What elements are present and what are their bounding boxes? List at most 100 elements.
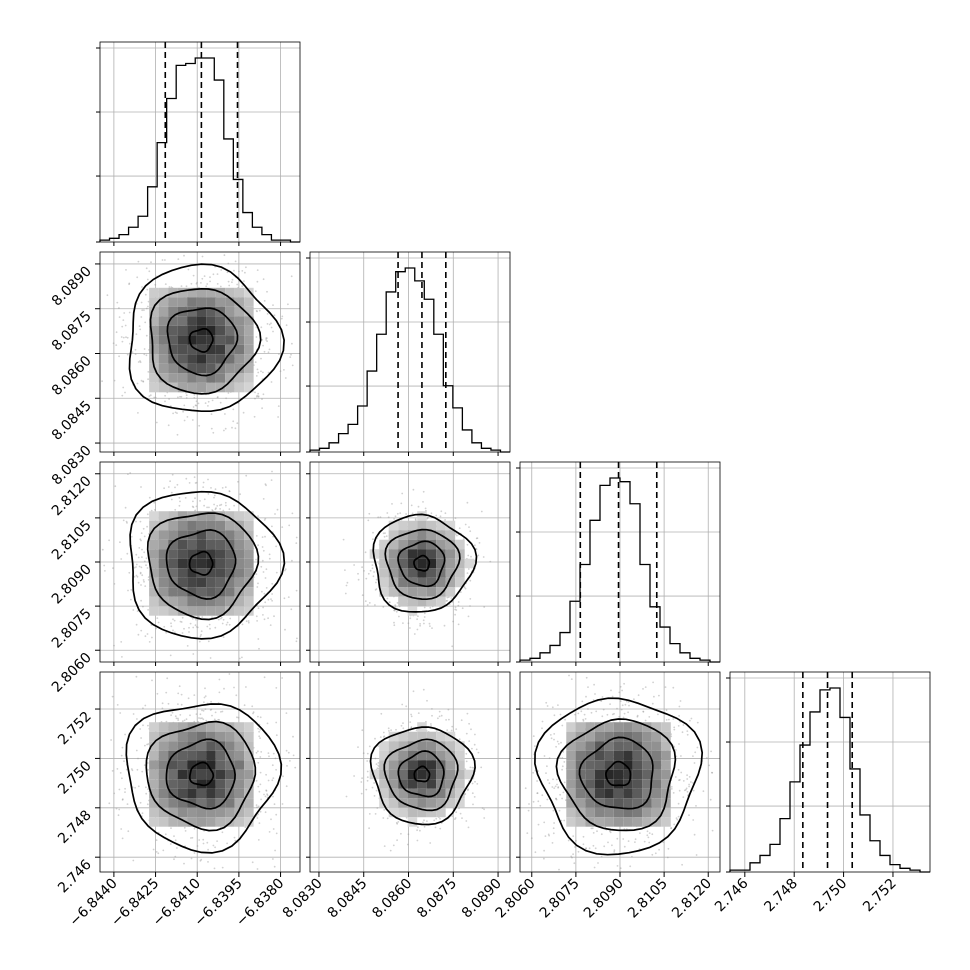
sample-point: [367, 572, 370, 575]
sample-point: [198, 839, 201, 841]
sample-point: [465, 820, 468, 822]
sample-point: [135, 675, 138, 678]
density-bin: [187, 373, 197, 383]
sample-point: [126, 353, 129, 356]
sample-point: [146, 762, 149, 764]
sample-point: [295, 536, 298, 539]
density-bin: [177, 731, 188, 742]
sample-point: [461, 607, 464, 610]
sample-point: [263, 519, 266, 521]
density-bin: [215, 769, 226, 780]
sample-point: [137, 412, 139, 414]
sample-point: [445, 600, 448, 602]
sample-point: [466, 572, 469, 574]
density-bin: [196, 297, 207, 307]
density-bin: [426, 596, 437, 607]
sample-point: [141, 574, 144, 577]
sample-point: [277, 405, 280, 407]
sample-point: [207, 400, 210, 403]
sample-point: [244, 826, 247, 829]
density-bin: [206, 596, 216, 607]
sample-point: [290, 608, 293, 611]
sample-point: [284, 628, 286, 631]
sample-point: [101, 380, 103, 383]
sample-point: [255, 779, 258, 782]
sample-point: [374, 589, 377, 591]
sample-point: [150, 509, 153, 512]
density-bin: [149, 549, 159, 559]
density-bin: [398, 539, 408, 550]
sample-point: [467, 554, 470, 557]
sample-point: [469, 605, 471, 607]
sample-point: [364, 600, 367, 602]
density-bin: [244, 587, 254, 597]
density-bin: [158, 344, 169, 355]
sample-point: [145, 267, 148, 270]
panel-frame: [99, 251, 301, 453]
sample-point: [259, 737, 261, 739]
density-panel-3-1: [309, 671, 511, 873]
sample-point: [205, 285, 208, 288]
sample-point: [191, 419, 194, 421]
sample-point: [228, 490, 231, 492]
sample-point: [292, 735, 294, 738]
sample-point: [193, 396, 196, 399]
density-bin: [196, 335, 207, 345]
sample-point: [363, 570, 365, 572]
panel-frame: [99, 671, 301, 873]
sample-point: [148, 395, 151, 397]
sample-point: [361, 566, 363, 569]
sample-point: [379, 736, 382, 738]
sample-point: [226, 842, 229, 845]
sample-point: [150, 261, 152, 264]
density-bin: [407, 596, 418, 607]
sample-point: [263, 592, 266, 595]
density-bin: [177, 760, 188, 770]
sample-point: [460, 719, 463, 722]
sample-point: [393, 609, 395, 612]
sample-point: [258, 309, 261, 312]
sample-point: [149, 394, 152, 397]
sample-point: [135, 623, 138, 626]
sample-point: [383, 535, 386, 538]
sample-point: [176, 483, 179, 486]
sample-point: [141, 548, 143, 551]
density-bin: [196, 760, 207, 770]
sample-point: [261, 536, 264, 538]
sample-point: [468, 740, 471, 742]
density-bin: [436, 520, 446, 531]
density-bin: [149, 606, 159, 616]
density-bin: [158, 807, 169, 818]
sample-point: [146, 278, 149, 281]
sample-point: [141, 770, 144, 773]
sample-point: [475, 548, 478, 551]
sample-point: [405, 513, 407, 515]
density-bin: [177, 798, 188, 808]
density-bin: [187, 316, 197, 326]
sample-point: [104, 570, 106, 572]
sample-point: [143, 348, 146, 350]
sample-point: [366, 776, 369, 779]
sample-point: [214, 846, 217, 849]
sample-point: [266, 722, 269, 725]
sample-point: [142, 579, 145, 581]
sample-point: [275, 832, 278, 835]
sample-point: [145, 354, 148, 357]
sample-point: [472, 803, 474, 806]
density-bin: [234, 363, 245, 374]
density-bin: [196, 530, 207, 540]
sample-point: [213, 867, 216, 870]
sample-point: [134, 348, 137, 351]
sample-point: [183, 719, 186, 722]
sample-point: [382, 606, 385, 608]
sample-point: [417, 615, 419, 618]
sample-point: [377, 745, 380, 747]
sample-point: [375, 578, 378, 581]
sample-point: [183, 826, 186, 829]
density-bin: [187, 306, 197, 317]
density-bin: [196, 817, 207, 827]
density-bin: [149, 539, 159, 550]
density-bin: [225, 760, 235, 770]
sample-point: [368, 745, 371, 748]
sample-point: [144, 635, 147, 638]
